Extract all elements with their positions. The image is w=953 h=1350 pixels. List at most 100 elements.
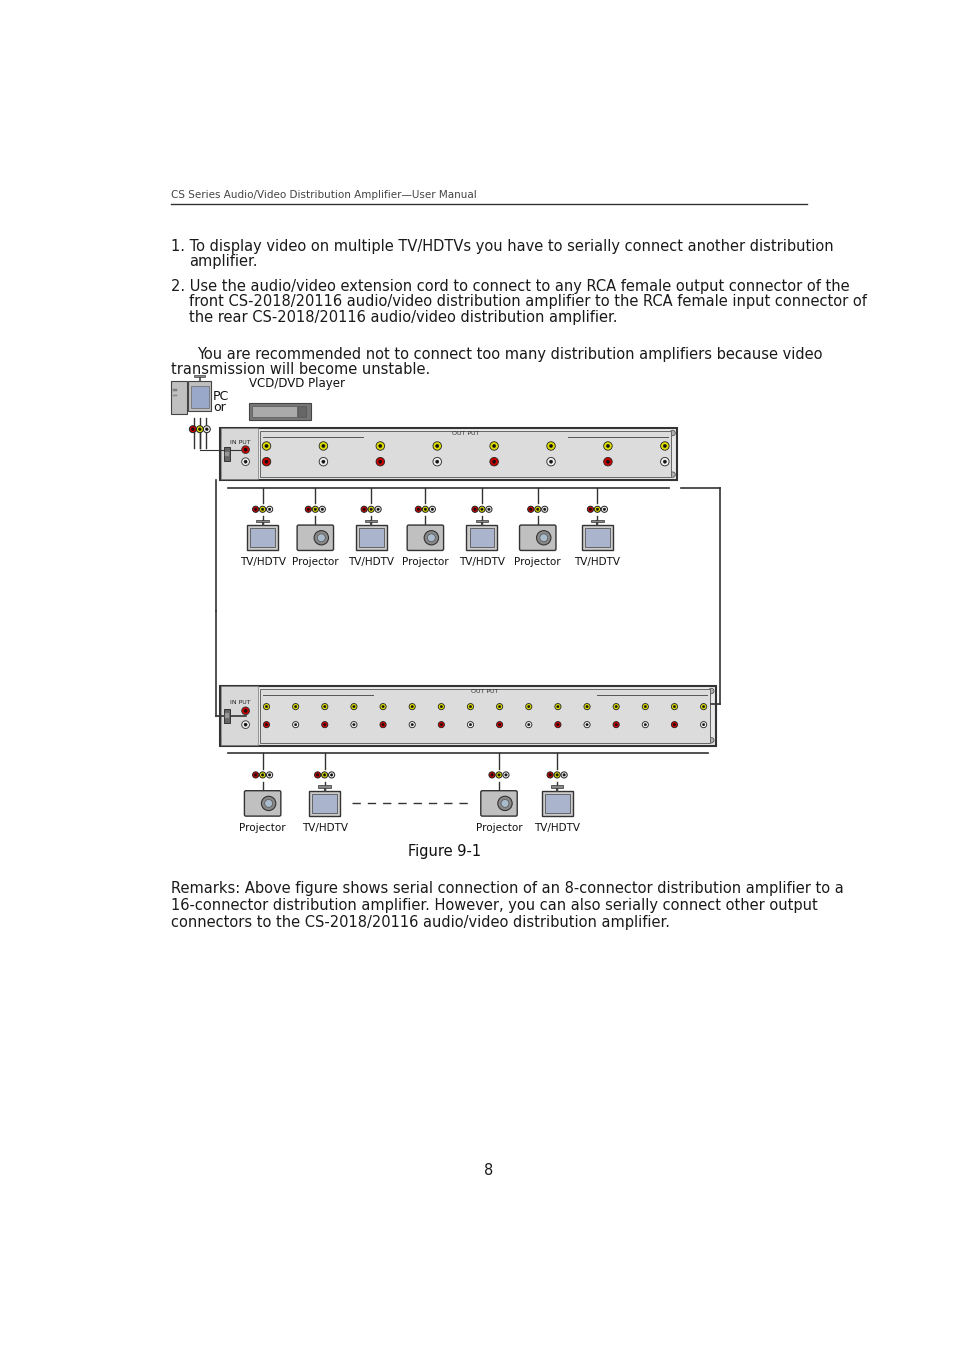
Circle shape [673, 706, 675, 707]
Circle shape [500, 799, 508, 807]
Bar [298, 406, 306, 417]
Bar [194, 374, 205, 377]
Bar [544, 794, 569, 813]
Circle shape [321, 772, 328, 778]
Circle shape [467, 703, 473, 710]
Bar [191, 386, 209, 408]
Circle shape [261, 796, 275, 810]
Bar [224, 447, 230, 460]
Circle shape [378, 444, 381, 448]
Circle shape [294, 706, 296, 707]
Circle shape [585, 706, 588, 707]
Circle shape [496, 772, 501, 778]
Text: 8: 8 [484, 1164, 493, 1179]
Text: IN PUT: IN PUT [230, 699, 251, 705]
Circle shape [360, 506, 367, 513]
Text: IN PUT: IN PUT [230, 440, 251, 444]
Text: transmission will become unstable.: transmission will become unstable. [171, 362, 430, 377]
Circle shape [662, 460, 666, 463]
Bar [581, 525, 612, 551]
Circle shape [321, 721, 328, 728]
Circle shape [589, 508, 591, 510]
Circle shape [491, 774, 493, 776]
Circle shape [497, 796, 512, 810]
Circle shape [381, 706, 384, 707]
Text: TV/HDTV: TV/HDTV [301, 822, 347, 833]
Circle shape [241, 721, 249, 729]
Circle shape [253, 506, 258, 513]
Circle shape [546, 458, 555, 466]
Circle shape [244, 460, 247, 463]
Circle shape [253, 772, 258, 778]
Circle shape [222, 688, 227, 694]
Circle shape [264, 799, 273, 807]
Circle shape [496, 703, 502, 710]
Bar [256, 520, 269, 522]
Circle shape [669, 431, 675, 436]
Circle shape [319, 441, 327, 450]
Circle shape [293, 703, 298, 710]
Bar [355, 525, 386, 551]
Bar [260, 431, 670, 477]
Circle shape [549, 444, 552, 448]
Circle shape [424, 508, 426, 510]
Circle shape [641, 703, 648, 710]
Circle shape [244, 724, 247, 726]
Bar [312, 794, 336, 813]
Circle shape [266, 772, 273, 778]
Circle shape [641, 721, 648, 728]
Circle shape [375, 441, 384, 450]
FancyBboxPatch shape [244, 791, 280, 817]
Circle shape [330, 774, 333, 776]
Circle shape [375, 458, 384, 466]
Circle shape [263, 703, 270, 710]
Circle shape [261, 774, 264, 776]
Circle shape [222, 431, 227, 436]
Circle shape [615, 706, 617, 707]
Text: 1. To display video on multiple TV/HDTVs you have to serially connect another di: 1. To display video on multiple TV/HDTVs… [171, 239, 833, 254]
Bar [466, 525, 497, 551]
Bar [250, 528, 274, 547]
Circle shape [489, 441, 497, 450]
Circle shape [662, 444, 666, 448]
Circle shape [317, 533, 325, 541]
Circle shape [328, 772, 335, 778]
Circle shape [525, 703, 532, 710]
Circle shape [548, 774, 551, 776]
Circle shape [351, 721, 356, 728]
Circle shape [583, 721, 590, 728]
Circle shape [321, 508, 323, 510]
Circle shape [543, 508, 545, 510]
Circle shape [587, 506, 593, 513]
Circle shape [205, 428, 208, 431]
Circle shape [527, 724, 529, 726]
Circle shape [673, 724, 675, 726]
Circle shape [472, 506, 477, 513]
Circle shape [671, 721, 677, 728]
Text: TV/HDTV: TV/HDTV [458, 558, 504, 567]
Circle shape [643, 724, 646, 726]
Circle shape [478, 506, 484, 513]
Circle shape [546, 441, 555, 450]
Circle shape [265, 460, 268, 463]
Circle shape [504, 774, 507, 776]
Circle shape [467, 721, 473, 728]
Circle shape [606, 460, 609, 463]
Circle shape [321, 444, 325, 448]
Circle shape [409, 703, 415, 710]
Circle shape [527, 706, 529, 707]
Circle shape [701, 706, 704, 707]
Circle shape [379, 703, 386, 710]
Bar [469, 528, 494, 547]
Circle shape [362, 508, 365, 510]
Circle shape [241, 458, 249, 466]
Circle shape [546, 772, 553, 778]
Bar [171, 382, 187, 414]
Circle shape [265, 706, 268, 707]
Circle shape [381, 724, 384, 726]
Circle shape [323, 706, 326, 707]
Bar [252, 406, 296, 417]
Circle shape [314, 531, 328, 545]
Circle shape [527, 506, 534, 513]
Circle shape [196, 425, 203, 432]
